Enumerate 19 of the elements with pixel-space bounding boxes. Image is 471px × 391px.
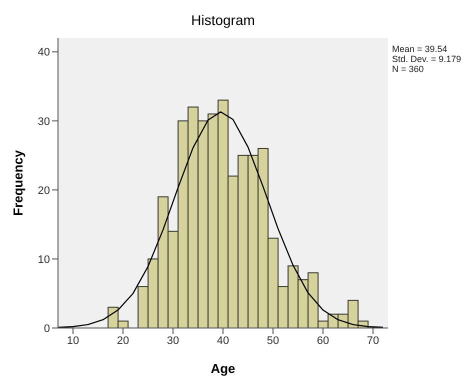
x-tick-label: 60 [316,334,330,347]
text: N = 360 [392,64,425,74]
y-tick-label: 10 [38,254,50,266]
x-tick-label: 70 [366,334,380,347]
x-tick-label: 30 [166,334,180,347]
y-axis-title: Frequency [10,149,26,216]
x-axis-title: Age [210,361,236,376]
line-series [58,111,384,328]
x-tick-label: 40 [216,334,230,347]
y-tick-label: 40 [38,46,50,59]
x-tick-label: 20 [116,334,130,347]
y-tick-label: 0 [44,322,50,335]
text: Mean = 39.54 [392,44,448,54]
y-tick-label: 30 [38,116,50,128]
text: Std. Dev. = 9.179 [392,54,462,64]
x-tick-label: 50 [266,334,280,347]
x-tick-label: 10 [66,334,80,347]
y-tick-label: 20 [38,184,50,197]
chart-title: Histogram [190,12,256,28]
